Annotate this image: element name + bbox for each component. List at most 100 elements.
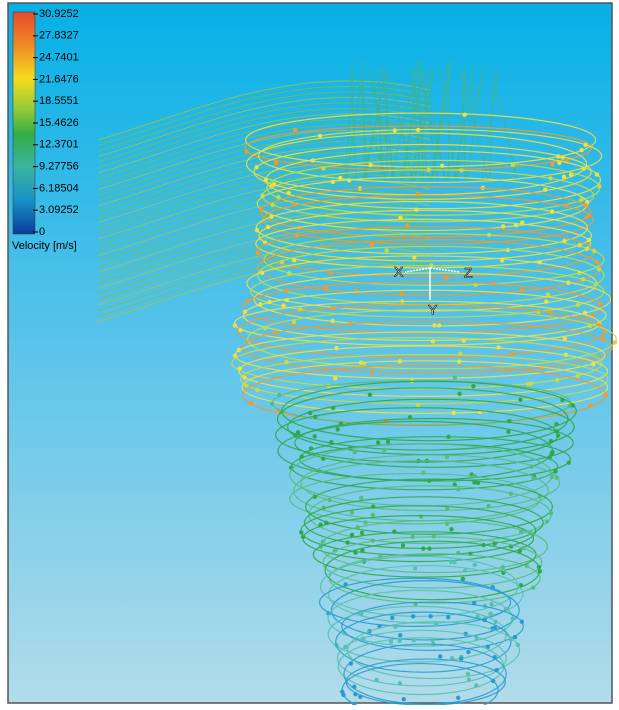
particle bbox=[543, 188, 547, 192]
particle bbox=[238, 366, 242, 370]
particle bbox=[548, 311, 552, 315]
particle bbox=[374, 678, 378, 682]
particle bbox=[416, 403, 420, 407]
particle bbox=[474, 636, 478, 640]
particle bbox=[567, 460, 571, 464]
particle bbox=[370, 242, 374, 246]
particle bbox=[451, 411, 455, 415]
colorbar-tick-label: 27.8327 bbox=[39, 30, 79, 42]
particle bbox=[501, 224, 505, 228]
particle bbox=[584, 215, 588, 219]
particle bbox=[456, 487, 460, 491]
particle bbox=[414, 207, 418, 211]
particle bbox=[471, 384, 475, 388]
particle bbox=[249, 401, 253, 405]
particle bbox=[588, 324, 592, 328]
particle bbox=[603, 393, 607, 397]
particle bbox=[566, 280, 570, 284]
particle bbox=[528, 530, 532, 534]
particle bbox=[472, 474, 476, 478]
particle bbox=[348, 321, 352, 325]
particle bbox=[389, 640, 393, 644]
particle bbox=[520, 220, 524, 224]
particle bbox=[507, 419, 511, 423]
particle bbox=[309, 446, 313, 450]
particle bbox=[548, 176, 552, 180]
particle bbox=[583, 143, 587, 147]
particle bbox=[557, 161, 561, 165]
particle bbox=[597, 184, 601, 188]
particle bbox=[550, 475, 554, 479]
particle bbox=[516, 643, 520, 647]
particle bbox=[345, 540, 349, 544]
particle bbox=[292, 258, 296, 262]
particle bbox=[445, 522, 449, 526]
particle bbox=[427, 546, 431, 550]
particle bbox=[545, 519, 549, 523]
particle bbox=[520, 287, 524, 291]
triad-z: Z bbox=[464, 265, 473, 281]
colorbar-tick-label: 24.7401 bbox=[39, 52, 79, 64]
particle bbox=[564, 203, 568, 207]
particle bbox=[487, 233, 491, 237]
particle bbox=[457, 359, 461, 363]
particle bbox=[576, 374, 580, 378]
particle bbox=[549, 511, 553, 515]
particle bbox=[412, 255, 416, 259]
particle bbox=[416, 192, 420, 196]
particle bbox=[445, 455, 449, 459]
particle bbox=[506, 430, 510, 434]
particle bbox=[544, 300, 548, 304]
particle bbox=[347, 178, 351, 182]
particle bbox=[334, 346, 338, 350]
particle bbox=[324, 521, 328, 525]
particle bbox=[595, 260, 599, 264]
particle bbox=[521, 546, 525, 550]
particle bbox=[494, 668, 498, 672]
particle bbox=[597, 267, 601, 271]
particle bbox=[426, 168, 430, 172]
particle bbox=[382, 448, 386, 452]
particle bbox=[410, 535, 414, 539]
particle bbox=[434, 622, 438, 626]
particle bbox=[255, 228, 259, 232]
particle bbox=[397, 639, 401, 643]
particle bbox=[413, 566, 417, 570]
particle bbox=[292, 320, 296, 324]
particle bbox=[474, 683, 478, 687]
colorbar-tick-label: 12.3701 bbox=[39, 139, 79, 151]
particle bbox=[264, 178, 268, 182]
particle bbox=[598, 302, 602, 306]
particle bbox=[293, 128, 297, 132]
particle bbox=[292, 202, 296, 206]
viewport: 30.925227.832724.740121.647618.555115.46… bbox=[0, 0, 619, 705]
particle bbox=[466, 672, 470, 676]
particle bbox=[457, 392, 461, 396]
particle bbox=[276, 195, 280, 199]
particle bbox=[378, 554, 382, 558]
particle bbox=[242, 375, 246, 379]
particle bbox=[321, 166, 325, 170]
particle bbox=[263, 326, 267, 330]
particle bbox=[331, 306, 335, 310]
particle bbox=[341, 693, 345, 697]
particle bbox=[529, 464, 533, 468]
particle bbox=[350, 533, 354, 537]
particle bbox=[509, 637, 513, 641]
particle bbox=[486, 504, 490, 508]
particle bbox=[595, 172, 599, 176]
particle bbox=[269, 215, 273, 219]
particle bbox=[560, 398, 564, 402]
particle bbox=[429, 263, 433, 267]
particle bbox=[432, 323, 436, 327]
particle bbox=[370, 370, 374, 374]
particle bbox=[525, 564, 529, 568]
particle bbox=[343, 582, 347, 586]
particle bbox=[284, 360, 288, 364]
particle bbox=[368, 163, 372, 167]
particle bbox=[359, 612, 363, 616]
particle bbox=[330, 319, 334, 323]
particle bbox=[260, 271, 264, 275]
particle bbox=[259, 207, 263, 211]
particle bbox=[318, 134, 322, 138]
